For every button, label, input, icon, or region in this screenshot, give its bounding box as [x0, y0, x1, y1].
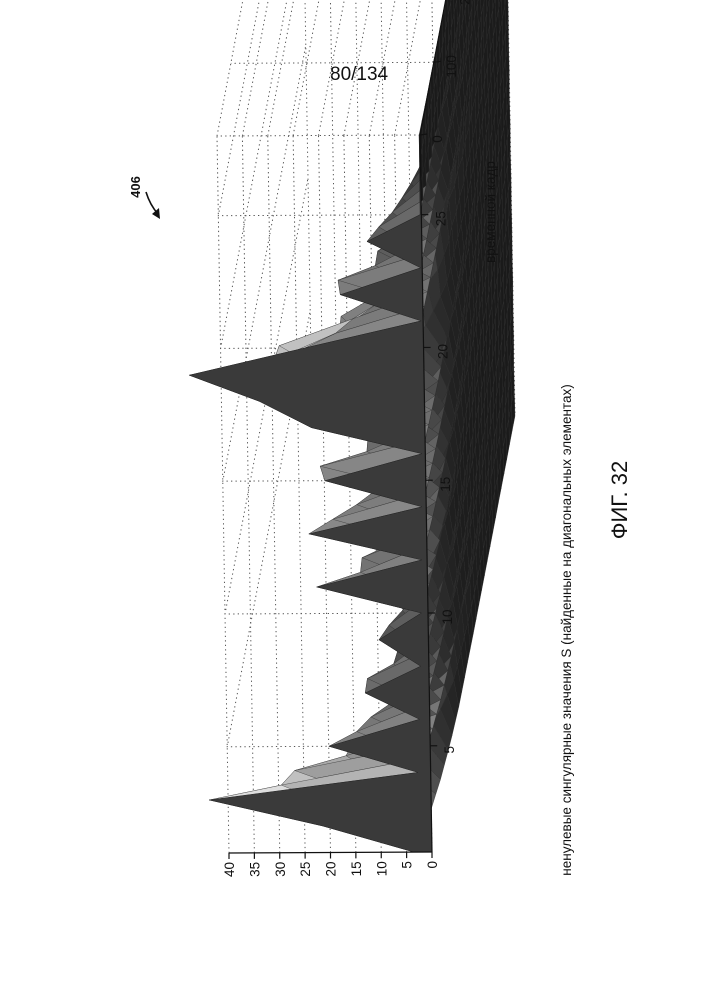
reference-numeral: 406 [128, 176, 143, 198]
z-axis-tick-label: 30 [273, 862, 288, 877]
grid-line [218, 0, 421, 216]
grid-line [231, 62, 434, 63]
time-axis-tick-label: 200 [458, 0, 473, 5]
singular-axis-tick-label: 15 [438, 477, 453, 492]
grid-line [293, 136, 305, 853]
surface-mesh [189, 0, 515, 852]
reference-arrowhead [152, 208, 160, 219]
z-axis-tick-label: 10 [374, 861, 389, 876]
z-axis-tick-label: 0 [425, 861, 440, 869]
singular-axis-tick-label: 5 [442, 746, 457, 754]
grid-line [217, 136, 229, 853]
singular-axis-tick-label: 20 [436, 344, 451, 359]
figure-caption: ФИГ. 32 [607, 461, 632, 539]
grid-line [268, 136, 280, 853]
time-axis-tick-label: 0 [430, 135, 445, 143]
singular-axis-tick-label: 10 [440, 609, 455, 624]
time-axis-tick-label: 100 [444, 55, 459, 78]
singular-axis-title: ненулевые сингулярные значения S (найден… [559, 384, 574, 875]
z-axis-tick-label: 15 [349, 861, 364, 876]
z-axis-tick-label: 25 [298, 862, 313, 877]
z-axis-tick-label: 40 [222, 862, 237, 877]
surface-front-edge [189, 135, 432, 852]
z-axis-tick-label: 20 [324, 862, 339, 877]
z-axis-tick-label: 35 [247, 862, 262, 877]
grid-line [242, 136, 254, 853]
singular-axis-tick-label: 25 [433, 211, 448, 226]
time-axis-title: временной кадр [483, 161, 498, 263]
grid-line [319, 136, 331, 853]
z-axis-tick-label: 5 [400, 861, 415, 869]
